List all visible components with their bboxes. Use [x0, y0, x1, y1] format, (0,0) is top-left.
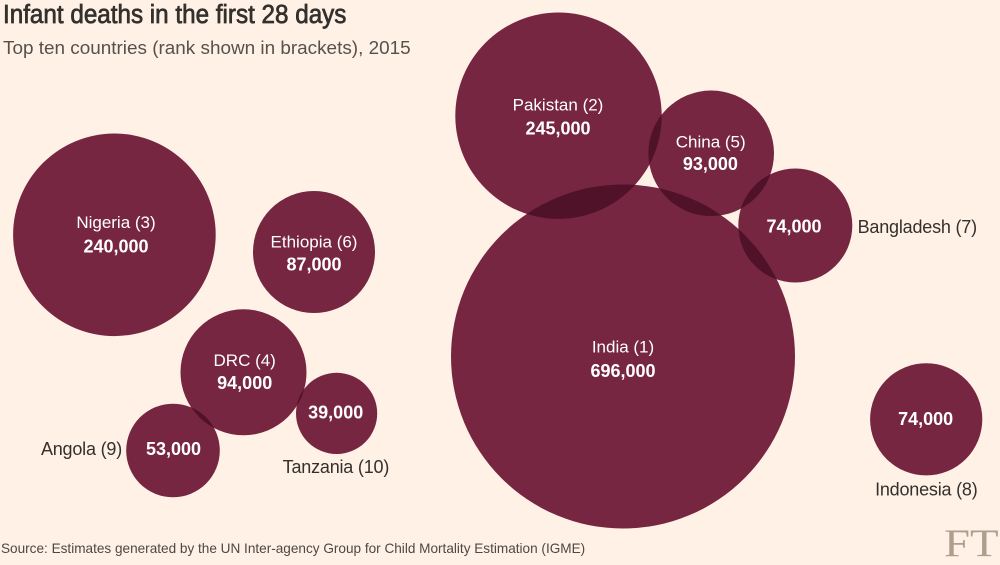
svg-text:Bangladesh (7): Bangladesh (7)	[858, 217, 977, 237]
svg-text:DRC (4): DRC (4)	[214, 351, 276, 370]
svg-text:245,000: 245,000	[525, 119, 590, 139]
svg-text:Tanzania (10): Tanzania (10)	[283, 457, 389, 477]
svg-text:94,000: 94,000	[217, 373, 272, 393]
svg-text:696,000: 696,000	[590, 361, 655, 381]
svg-text:India (1): India (1)	[592, 338, 654, 357]
svg-text:53,000: 53,000	[146, 439, 201, 459]
svg-text:Pakistan (2): Pakistan (2)	[513, 95, 604, 114]
svg-text:Angola (9): Angola (9)	[41, 439, 122, 459]
svg-text:93,000: 93,000	[683, 154, 738, 174]
svg-text:Ethiopia (6): Ethiopia (6)	[271, 233, 358, 252]
svg-text:74,000: 74,000	[766, 216, 821, 236]
svg-text:Indonesia (8): Indonesia (8)	[875, 480, 977, 500]
svg-text:Nigeria (3): Nigeria (3)	[76, 213, 155, 232]
svg-text:240,000: 240,000	[83, 237, 148, 257]
svg-text:74,000: 74,000	[898, 409, 953, 429]
svg-text:39,000: 39,000	[308, 403, 363, 423]
svg-text:China (5): China (5)	[676, 132, 746, 151]
svg-text:87,000: 87,000	[286, 254, 341, 274]
